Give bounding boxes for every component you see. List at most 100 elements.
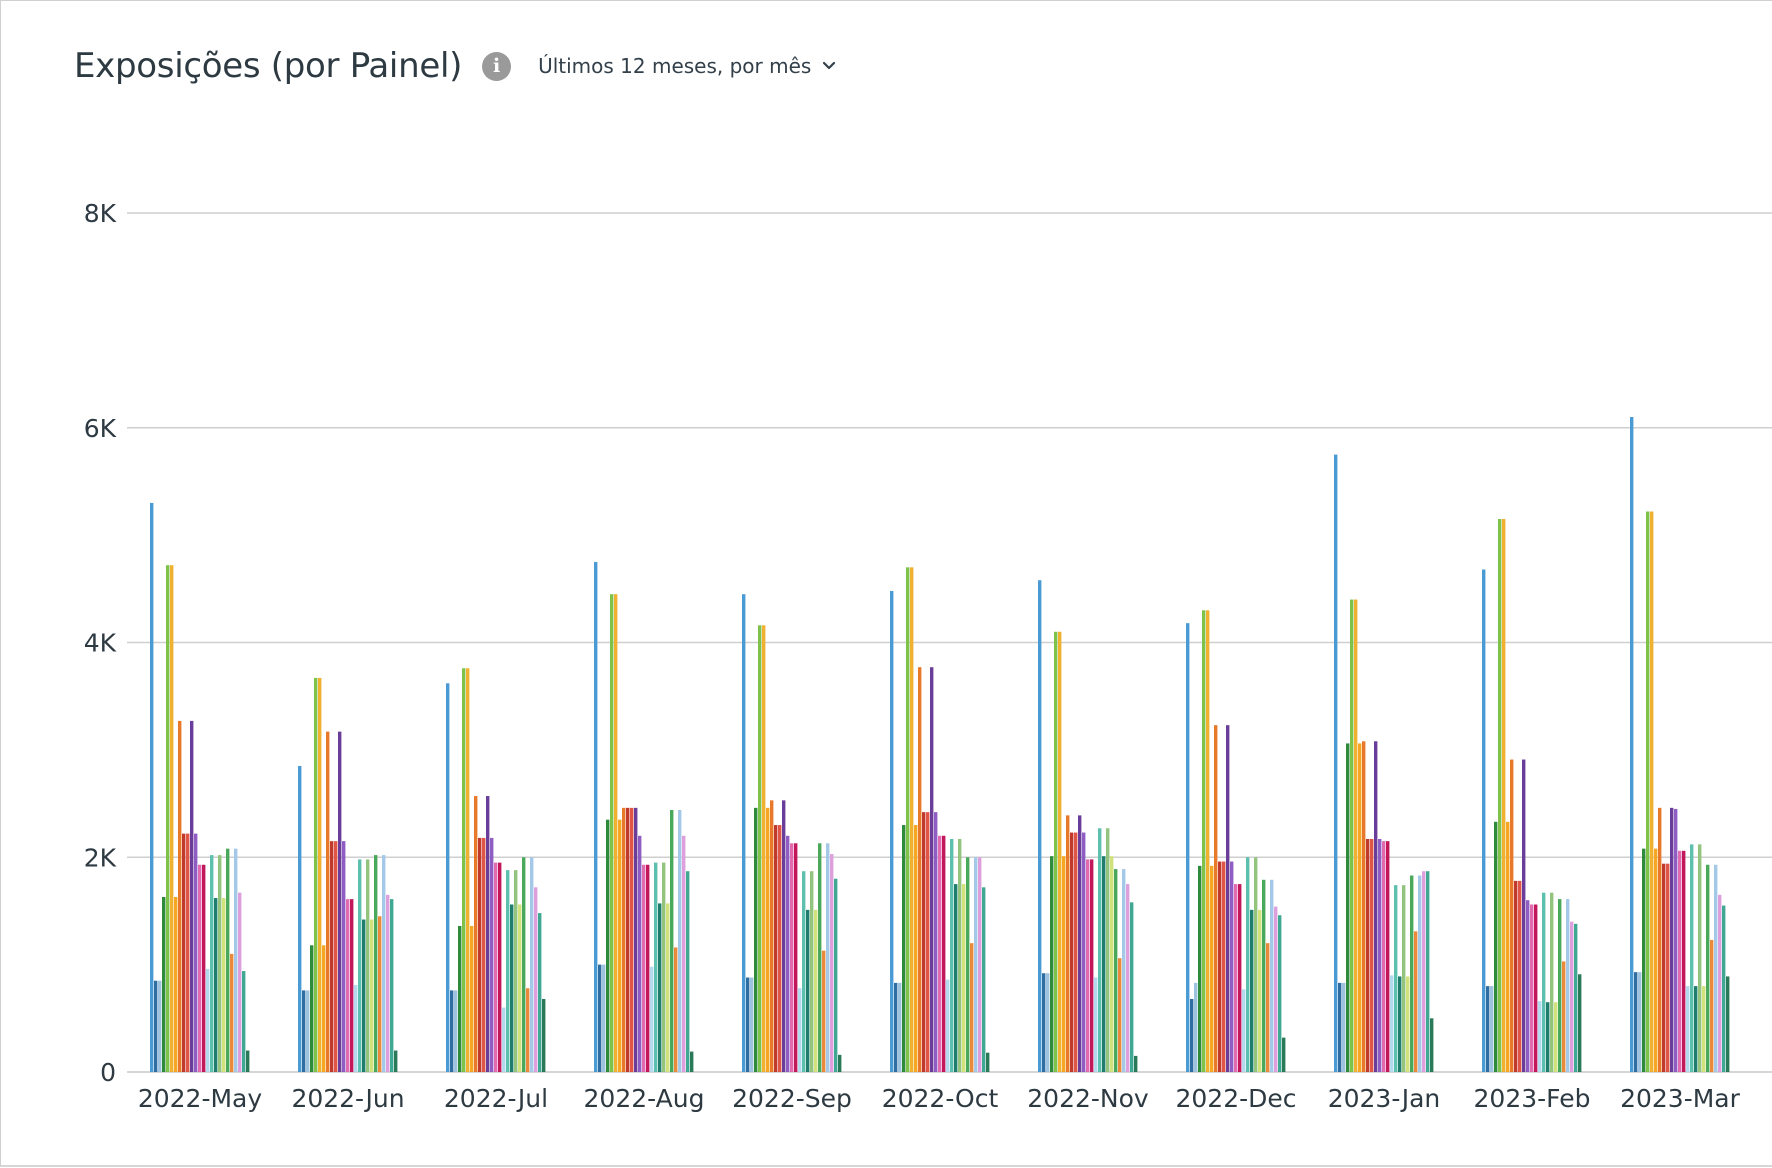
bar[interactable] [1050, 856, 1054, 1072]
bar[interactable] [170, 565, 174, 1072]
bar[interactable] [330, 841, 334, 1072]
bar[interactable] [1554, 1002, 1558, 1072]
bar[interactable] [1222, 861, 1226, 1072]
bar[interactable] [1574, 923, 1578, 1072]
bar[interactable] [1046, 973, 1050, 1072]
bar[interactable] [1566, 899, 1570, 1072]
bar[interactable] [1650, 511, 1654, 1072]
bar[interactable] [1558, 899, 1562, 1072]
bar[interactable] [1694, 986, 1698, 1072]
bar[interactable] [822, 950, 826, 1072]
bar[interactable] [774, 825, 778, 1072]
bar[interactable] [1234, 884, 1238, 1072]
bar[interactable] [606, 819, 610, 1072]
bar[interactable] [970, 943, 974, 1072]
bar[interactable] [178, 720, 182, 1072]
bar[interactable] [338, 731, 342, 1072]
bar[interactable] [470, 925, 474, 1072]
bar[interactable] [342, 841, 346, 1072]
bar[interactable] [1638, 972, 1642, 1072]
bar[interactable] [1490, 986, 1494, 1072]
bar[interactable] [198, 864, 202, 1072]
bar[interactable] [1562, 961, 1566, 1072]
bar[interactable] [1522, 759, 1526, 1072]
bar[interactable] [1534, 904, 1538, 1072]
bar[interactable] [1230, 861, 1234, 1072]
bar[interactable] [514, 870, 518, 1072]
bar[interactable] [238, 892, 242, 1072]
bar[interactable] [834, 878, 838, 1072]
bar[interactable] [1090, 859, 1094, 1072]
bar[interactable] [1702, 986, 1706, 1072]
bar[interactable] [1070, 832, 1074, 1072]
bar[interactable] [1086, 859, 1090, 1072]
bar[interactable] [1198, 865, 1202, 1072]
bar[interactable] [366, 859, 370, 1072]
bar[interactable] [602, 964, 606, 1072]
bar[interactable] [1246, 857, 1250, 1072]
bar[interactable] [618, 819, 622, 1072]
bar[interactable] [934, 812, 938, 1072]
bar[interactable] [1366, 838, 1370, 1072]
bar[interactable] [166, 565, 170, 1072]
bar[interactable] [362, 919, 366, 1072]
bar[interactable] [1354, 599, 1358, 1072]
bar[interactable] [894, 982, 898, 1072]
time-range-dropdown[interactable]: Últimos 12 meses, por mês [538, 54, 837, 78]
bar[interactable] [666, 903, 670, 1072]
bar[interactable] [522, 857, 526, 1072]
bar[interactable] [954, 884, 958, 1072]
bar[interactable] [594, 561, 598, 1072]
bar[interactable] [1658, 807, 1662, 1072]
bar[interactable] [766, 807, 770, 1072]
bar[interactable] [638, 835, 642, 1072]
bar[interactable] [1338, 982, 1342, 1072]
bar[interactable] [1726, 976, 1730, 1072]
bar[interactable] [350, 899, 354, 1072]
bar[interactable] [1242, 989, 1246, 1072]
bar[interactable] [1062, 856, 1066, 1072]
bar[interactable] [1646, 511, 1650, 1072]
bar[interactable] [1510, 759, 1514, 1072]
bar[interactable] [966, 857, 970, 1072]
bar[interactable] [1278, 915, 1282, 1072]
bar[interactable] [158, 980, 162, 1072]
bar[interactable] [986, 1052, 990, 1072]
bar[interactable] [1666, 863, 1670, 1072]
bar[interactable] [906, 567, 910, 1072]
bar[interactable] [214, 898, 218, 1072]
bar[interactable] [626, 807, 630, 1072]
bar[interactable] [1654, 848, 1658, 1072]
bar[interactable] [1038, 580, 1042, 1072]
bar[interactable] [302, 990, 306, 1072]
bar[interactable] [658, 903, 662, 1072]
bar[interactable] [1698, 844, 1702, 1072]
bar[interactable] [1390, 975, 1394, 1072]
bar[interactable] [382, 855, 386, 1072]
bar[interactable] [890, 590, 894, 1072]
bar[interactable] [510, 904, 514, 1072]
bar[interactable] [622, 807, 626, 1072]
bar[interactable] [326, 731, 330, 1072]
bar[interactable] [154, 980, 158, 1072]
bar[interactable] [526, 988, 530, 1072]
bar[interactable] [1214, 725, 1218, 1072]
bar[interactable] [818, 843, 822, 1072]
bar[interactable] [1122, 869, 1126, 1072]
bar[interactable] [1218, 861, 1222, 1072]
bar[interactable] [386, 894, 390, 1072]
bar[interactable] [370, 919, 374, 1072]
bar[interactable] [754, 807, 758, 1072]
bar[interactable] [1706, 864, 1710, 1072]
bar[interactable] [790, 843, 794, 1072]
bar[interactable] [690, 1051, 694, 1072]
bar[interactable] [1498, 519, 1502, 1072]
bar[interactable] [542, 998, 546, 1072]
bar[interactable] [958, 838, 962, 1072]
bar[interactable] [1414, 931, 1418, 1072]
bar[interactable] [1358, 743, 1362, 1072]
bar[interactable] [194, 833, 198, 1072]
bar[interactable] [506, 870, 510, 1072]
bar[interactable] [902, 825, 906, 1072]
bar[interactable] [482, 837, 486, 1072]
